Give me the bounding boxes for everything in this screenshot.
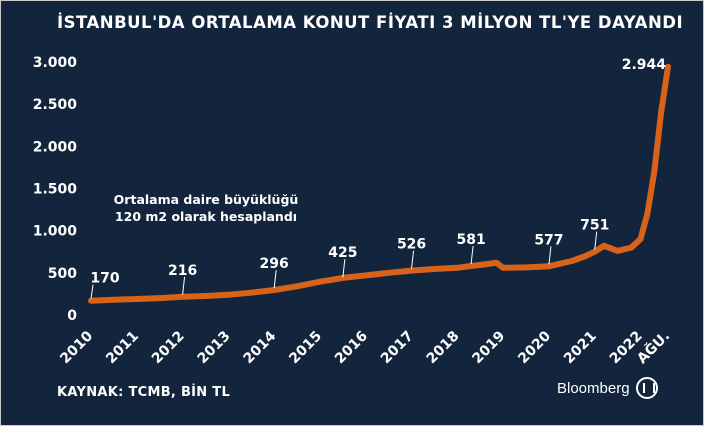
- x-tick-label: 2020: [515, 328, 554, 367]
- y-tick-label: 3.000: [33, 55, 78, 71]
- data-label: 751: [580, 218, 609, 234]
- y-tick-label: 1.500: [33, 182, 78, 198]
- x-tick-label: 2019: [469, 328, 508, 367]
- data-label: 296: [260, 256, 289, 272]
- annotation: Ortalama daire büyüklüğü 120 m2 olarak he…: [114, 192, 299, 224]
- data-label: 216: [168, 263, 197, 279]
- x-tick-label: 2012: [149, 328, 188, 367]
- y-tick-label: 2.500: [33, 97, 78, 113]
- data-label-leader: [470, 245, 474, 265]
- data-label-leader: [342, 259, 346, 278]
- x-tick-label: 2014: [240, 328, 279, 367]
- data-label: 581: [456, 232, 485, 248]
- x-tick-label: 2010: [57, 328, 96, 367]
- data-label: 577: [534, 232, 563, 248]
- data-label: 425: [328, 245, 357, 261]
- y-tick-label: 2.000: [33, 139, 78, 155]
- annotation-text: 120 m2 olarak hesaplandı: [115, 209, 297, 224]
- x-tick-label: 2013: [195, 328, 234, 367]
- x-tick-label: 2021: [561, 328, 600, 367]
- y-tick-label: 0: [67, 308, 77, 324]
- data-label: 2.944: [622, 57, 667, 73]
- data-label-leader: [90, 284, 94, 299]
- data-label: 170: [90, 271, 119, 287]
- series-line: [88, 63, 671, 304]
- x-tick-label: 2018: [424, 328, 463, 367]
- data-label-leader: [548, 246, 552, 265]
- data-label-leader: [182, 276, 186, 295]
- y-axis-ticks: 0 500 1.000 1.500 2.000 2.500 3.000: [33, 55, 78, 324]
- y-tick-label: 1.000: [33, 224, 78, 240]
- x-tick-label: 2015: [286, 328, 325, 367]
- bloomberg-logo-text: Bloomberg: [557, 379, 630, 397]
- x-tick-label: 2017: [378, 328, 417, 367]
- y-tick-label: 500: [48, 266, 77, 282]
- brand: Bloomberg: [557, 377, 658, 399]
- chart-title: İSTANBUL'DA ORTALAMA KONUT FİYATI 3 MİLY…: [57, 13, 684, 32]
- x-axis-ticks: 2010 2011 2012 2013 2014 2015 2016 2017 2018 2019…: [57, 327, 673, 367]
- x-tick-label: 2016: [332, 328, 371, 367]
- data-label-leader: [411, 250, 415, 269]
- series-line-path: [88, 63, 671, 304]
- x-tick-label: 2011: [103, 328, 142, 367]
- data-label: 526: [397, 237, 426, 253]
- data-labels: 170 216 296 425 526 581 577 751 2.944: [90, 57, 666, 299]
- annotation-text: Ortalama daire büyüklüğü: [114, 192, 299, 207]
- data-label-leader: [594, 231, 598, 250]
- source-note: KAYNAK: TCMB, BİN TL: [57, 385, 231, 400]
- bloomberg-seal-icon: [635, 377, 658, 399]
- data-label-leader: [273, 269, 277, 289]
